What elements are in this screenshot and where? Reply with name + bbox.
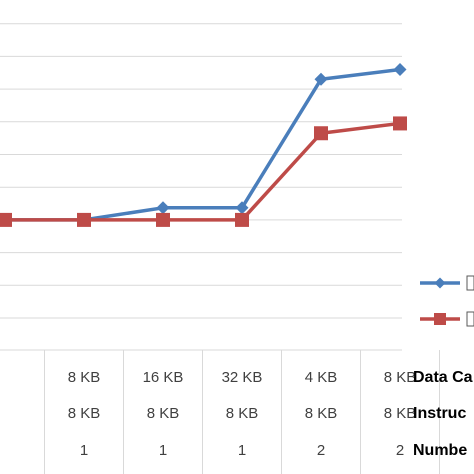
category-tick-label: 2 — [396, 442, 404, 459]
data-point-marker — [235, 212, 249, 227]
table-row-label: Numbe — [413, 442, 467, 459]
category-tick-label: 32 KB — [222, 369, 263, 386]
data-point-marker — [0, 212, 12, 227]
category-tick-label: 8 KB — [384, 405, 417, 422]
data-point-marker — [156, 212, 170, 227]
category-tick-label: 16 KB — [143, 369, 184, 386]
row-labels: Data Ca Instruc Numbe — [413, 369, 473, 459]
category-tick-label: 2 — [317, 442, 325, 459]
category-tick-label: 8 KB — [68, 369, 101, 386]
series-line — [5, 121, 401, 222]
gridlines — [0, 23, 402, 319]
series-lines — [0, 62, 407, 227]
data-point-marker — [314, 72, 328, 86]
data-point-marker — [77, 212, 91, 227]
category-tick-label: 8 KB — [384, 369, 417, 386]
data-point-marker — [235, 201, 249, 215]
category-tick-label: 1 — [80, 442, 88, 459]
legend-label-fragment — [466, 275, 474, 291]
category-tick-label: 8 KB — [147, 405, 180, 422]
legend-marker — [434, 277, 446, 289]
table-row-label: Data Ca — [413, 369, 473, 386]
category-table: 8 KB 8 KB 1 16 KB 8 KB 1 32 KB 8 KB 1 4 KB 8 KB 2 8 … — [0, 349, 440, 474]
data-point-marker — [393, 116, 407, 131]
category-tick-label: 1 — [238, 442, 246, 459]
legend-marker — [434, 313, 446, 325]
legend-label-fragment — [466, 311, 474, 327]
category-tick-label: 8 KB — [305, 405, 338, 422]
series-line — [5, 67, 401, 222]
category-tick-label: 4 KB — [305, 369, 338, 386]
category-tick-label: 8 KB — [226, 405, 259, 422]
data-point-marker — [156, 201, 170, 215]
category-tick-label: 8 KB — [68, 405, 101, 422]
data-point-marker — [393, 62, 407, 76]
table-row-label: Instruc — [413, 405, 466, 422]
data-point-marker — [314, 126, 328, 141]
legend — [420, 275, 474, 327]
category-tick-label: 1 — [159, 442, 167, 459]
